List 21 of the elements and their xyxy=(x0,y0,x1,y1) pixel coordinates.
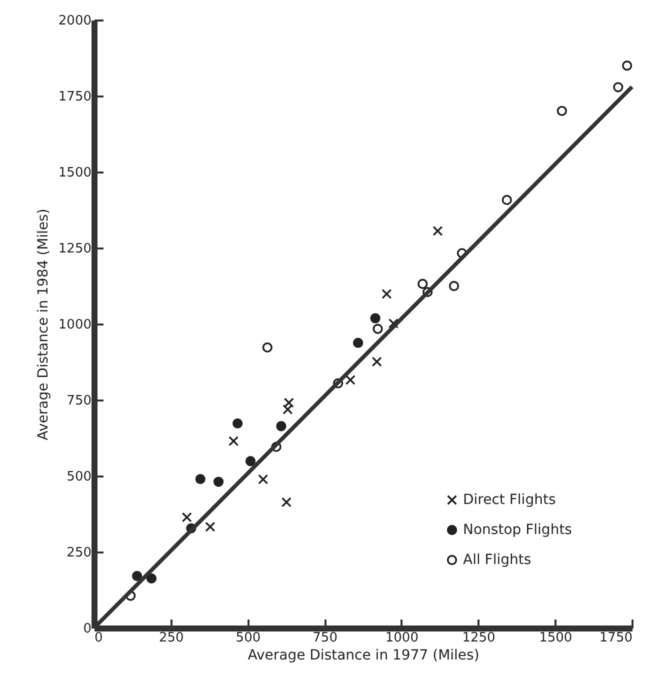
y-tick-label: 2000 xyxy=(58,14,92,28)
x-tick-label: 250 xyxy=(158,630,184,646)
legend-label: All Flights xyxy=(463,552,532,568)
legend-label: Nonstop Flights xyxy=(463,522,572,538)
y-tick-label: 1750 xyxy=(58,90,92,104)
x-tick-label: 1500 xyxy=(539,630,572,646)
x-tick-label: 750 xyxy=(312,630,338,646)
x-tick-label: 500 xyxy=(236,630,261,646)
y-tick-label: 750 xyxy=(66,394,92,408)
x-tick-label: 0 xyxy=(94,630,103,646)
y-tick-label: 1000 xyxy=(58,318,92,332)
x-tick-label: 1250 xyxy=(462,630,496,646)
legend-label: Direct Flights xyxy=(463,492,556,508)
x-axis-title: Average Distance in 1977 (Miles) xyxy=(248,648,480,664)
y-tick-label: 250 xyxy=(66,546,92,560)
y-axis-title: Average Distance in 1984 (Miles) xyxy=(35,208,52,440)
y-tick-label: 1250 xyxy=(58,242,92,256)
x-tick-label: 1000 xyxy=(385,630,418,646)
y-tick-label: 500 xyxy=(66,470,92,484)
x-tick-label: 1750 xyxy=(599,630,632,646)
y-tick-label: 1500 xyxy=(58,166,92,180)
